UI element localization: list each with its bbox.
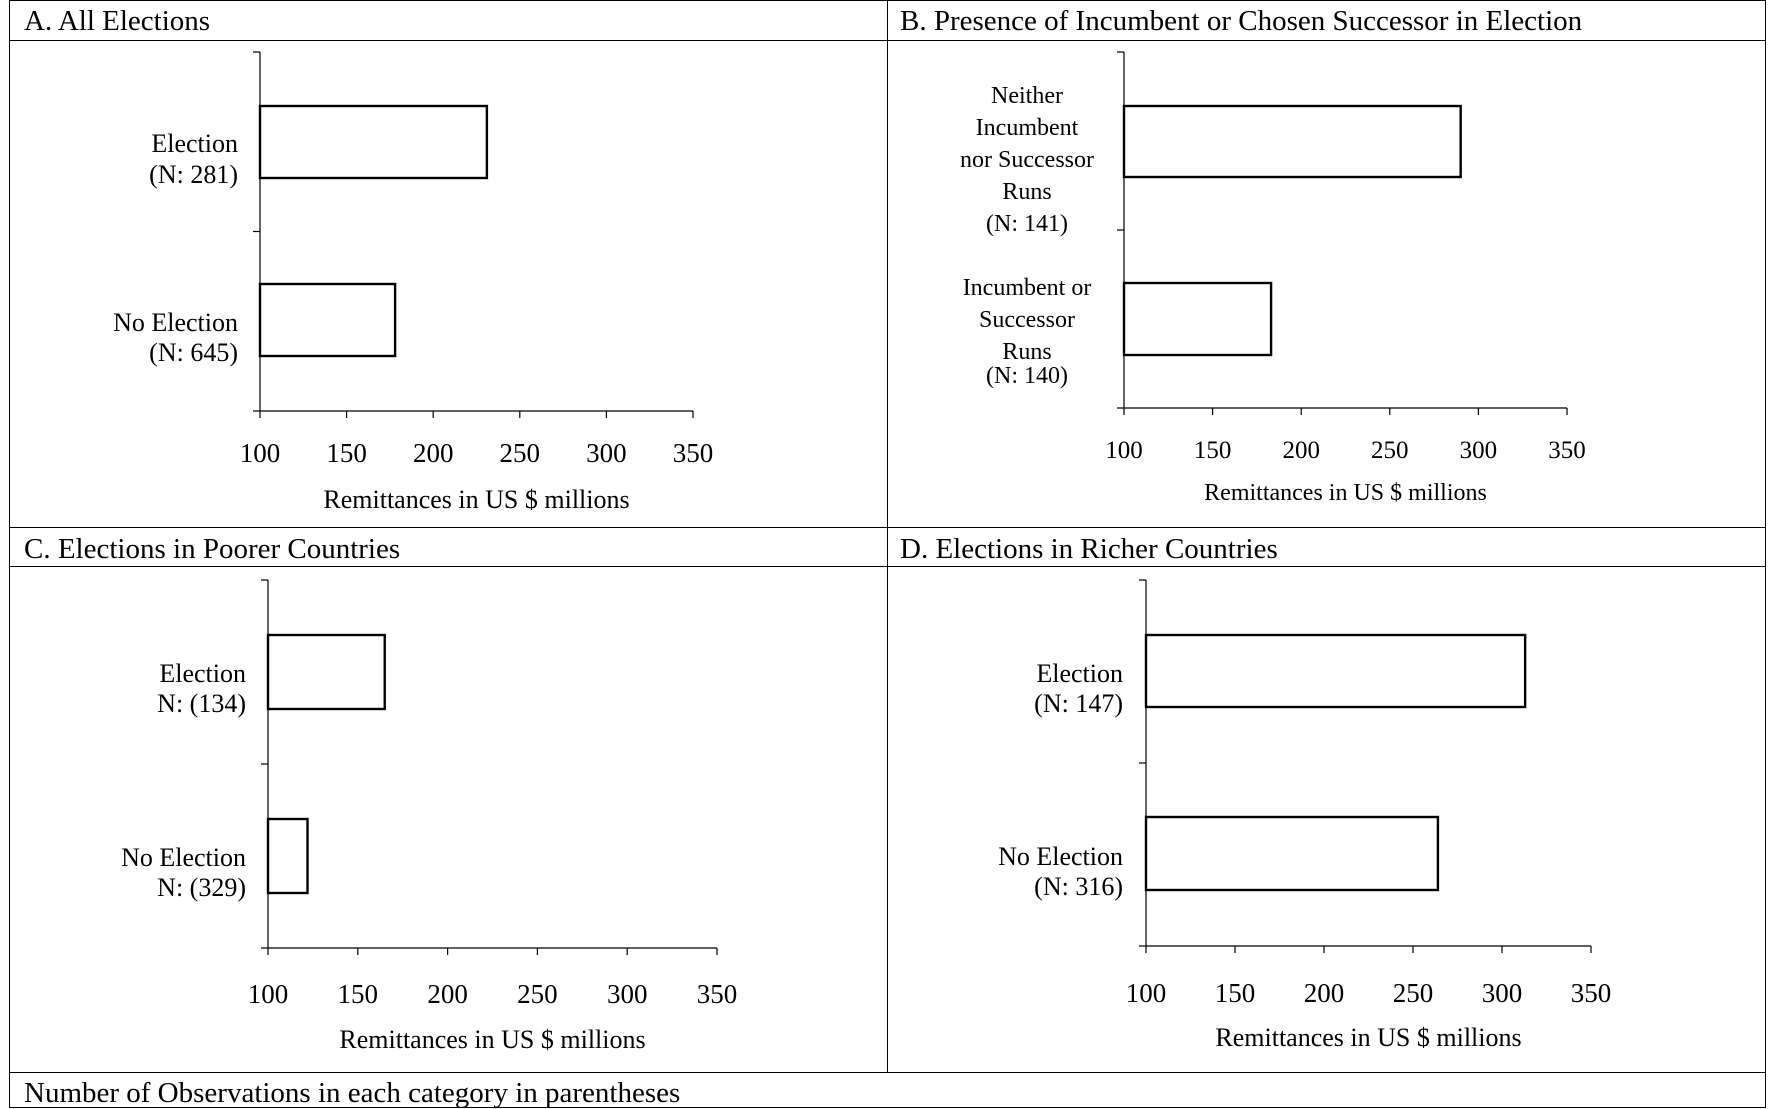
x-axis-title-b: Remittances in US $ millions: [1204, 480, 1487, 506]
category-label-b-0-0: Neither: [991, 83, 1063, 109]
bar-a-0: [258, 104, 489, 180]
panel-title-d: D. Elections in Richer Countries: [900, 533, 1278, 565]
x-tick-label-b-1: 150: [1194, 437, 1232, 464]
x-tick-label-d-5: 350: [1571, 978, 1612, 1008]
x-tick-label-c-1: 150: [338, 979, 379, 1009]
category-label-b-1-1: Successor: [979, 307, 1075, 333]
x-tick-label-b-2: 200: [1282, 437, 1320, 464]
x-tick-label-a-5: 350: [673, 438, 714, 468]
x-tick-label-c-2: 200: [427, 979, 468, 1009]
x-tick-label-a-1: 150: [326, 438, 367, 468]
grid-line-vertical-top: [887, 0, 888, 527]
grid-line-vertical-bottom: [887, 527, 888, 1072]
category-label-a-1-0: No Election: [113, 308, 238, 337]
category-label-b-0-4: (N: 141): [986, 211, 1068, 237]
x-tick-label-d-0: 100: [1126, 978, 1167, 1008]
x-axis-title-c: Remittances in US $ millions: [339, 1025, 645, 1054]
category-label-c-1-1: N: (329): [157, 873, 246, 902]
x-axis-title-d: Remittances in US $ millions: [1215, 1023, 1521, 1052]
panel-title-b: B. Presence of Incumbent or Chosen Succe…: [900, 5, 1583, 37]
bar-b-1: [1122, 281, 1273, 357]
x-tick-label-d-1: 150: [1215, 978, 1256, 1008]
x-tick-label-a-0: 100: [240, 438, 281, 468]
x-tick-label-a-2: 200: [413, 438, 454, 468]
category-label-b-0-2: nor Successor: [960, 147, 1094, 173]
bar-d-1: [1144, 815, 1440, 892]
x-tick-label-b-4: 300: [1460, 437, 1498, 464]
bar-d-0: [1144, 633, 1527, 709]
category-label-a-0-1: (N: 281): [149, 160, 238, 189]
panel-title-c: C. Elections in Poorer Countries: [24, 533, 401, 565]
category-label-d-1-1: (N: 316): [1034, 872, 1123, 901]
bar-b-0: [1122, 104, 1462, 179]
x-tick-label-d-4: 300: [1482, 978, 1523, 1008]
x-tick-label-c-4: 300: [607, 979, 648, 1009]
x-tick-label-b-5: 350: [1548, 437, 1586, 464]
category-label-a-0-0: Election: [151, 129, 238, 158]
x-tick-label-d-3: 250: [1393, 978, 1434, 1008]
bar-a-1: [258, 282, 397, 358]
x-tick-label-b-3: 250: [1371, 437, 1409, 464]
x-tick-label-a-4: 300: [586, 438, 627, 468]
footnote: Number of Observations in each category …: [24, 1077, 681, 1109]
x-tick-label-a-3: 250: [500, 438, 541, 468]
bar-c-0: [266, 633, 386, 711]
category-label-c-1-0: No Election: [121, 843, 246, 872]
category-label-b-1-0: Incumbent or: [963, 275, 1092, 301]
category-label-d-0-0: Election: [1036, 659, 1123, 688]
category-label-b-1-3: (N: 140): [986, 363, 1068, 389]
category-label-d-1-0: No Election: [998, 842, 1123, 871]
x-tick-label-c-0: 100: [248, 979, 289, 1009]
x-tick-label-b-0: 100: [1105, 437, 1143, 464]
bar-c-1: [266, 817, 309, 895]
x-tick-label-d-2: 200: [1304, 978, 1345, 1008]
grid-line-footnote: [9, 1072, 1766, 1073]
category-label-b-0-3: Runs: [1002, 179, 1051, 205]
category-label-b-0-1: Incumbent: [976, 115, 1079, 141]
category-label-c-0-0: Election: [159, 659, 246, 688]
x-tick-label-c-3: 250: [517, 979, 558, 1009]
panel-title-a: A. All Elections: [24, 5, 211, 37]
category-label-b-1-2: Runs: [1002, 339, 1051, 365]
category-label-a-1-1: (N: 645): [149, 338, 238, 367]
category-label-c-0-1: N: (134): [157, 689, 246, 718]
x-tick-label-c-5: 350: [697, 979, 738, 1009]
category-label-d-0-1: (N: 147): [1034, 689, 1123, 718]
x-axis-title-a: Remittances in US $ millions: [323, 485, 629, 514]
